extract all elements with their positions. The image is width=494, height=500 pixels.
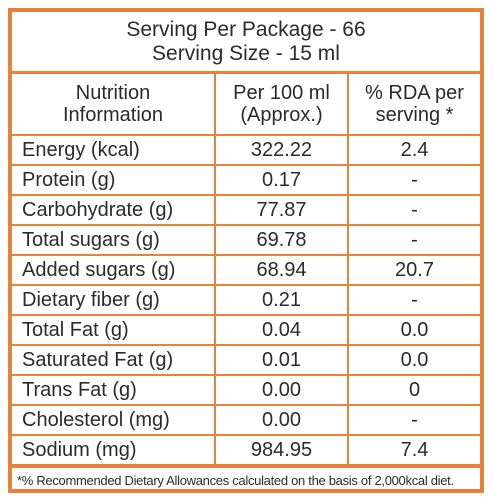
serving-info: Serving Per Package - 66 Serving Size - … (12, 12, 480, 74)
servings-per-package: Serving Per Package - 66 (126, 18, 366, 41)
nutrient-name: Energy (kcal) (12, 135, 216, 166)
table-row: Sodium (mg) 984.95 7.4 (12, 434, 480, 466)
rda-value: - (347, 164, 480, 196)
per-100ml-value: 0.04 (214, 314, 349, 346)
table-row: Carbohydrate (g) 77.87- (12, 194, 480, 226)
nutrient-name: Protein (g) (12, 164, 216, 196)
nutrition-rows: Energy (kcal) 322.22 2.4 Protein (g) 0.17- Ca… (12, 135, 480, 466)
nutrient-name: Cholesterol (mg) (12, 404, 216, 436)
header-rda: % RDA per serving * (347, 74, 480, 136)
per-100ml-value: 322.22 (214, 135, 349, 166)
table-row: Energy (kcal) 322.22 2.4 (12, 135, 480, 166)
header-per100-line2: (Approx.) (240, 104, 323, 126)
header-nutrition-information: Nutrition Information (12, 74, 216, 136)
header-rda-line2: serving * (375, 104, 454, 126)
nutrition-table: Nutrition Information Per 100 ml (Approx… (12, 74, 480, 466)
serving-size: Serving Size - 15 ml (152, 42, 340, 65)
nutrient-name: Saturated Fat (g) (12, 344, 216, 376)
nutrient-name: Trans Fat (g) (12, 374, 216, 406)
per-100ml-value: 0.00 (214, 404, 349, 436)
rda-value: - (347, 284, 480, 316)
nutrient-name: Sodium (mg) (12, 434, 216, 466)
table-row: Protein (g) 0.17- (12, 164, 480, 196)
rda-value: - (347, 404, 480, 436)
per-100ml-value: 0.01 (214, 344, 349, 376)
per-100ml-value: 77.87 (214, 194, 349, 226)
footnote: *% Recommended Dietary Allowances calcul… (12, 466, 480, 494)
table-row: Cholesterol (mg) 0.00- (12, 404, 480, 436)
rda-value: 0.0 (347, 344, 480, 376)
rda-value: 7.4 (347, 434, 480, 466)
nutrient-name: Total sugars (g) (12, 224, 216, 256)
per-100ml-value: 0.00 (214, 374, 349, 406)
table-row: Trans Fat (g) 0.00 0 (12, 374, 480, 406)
table-row: Total Fat (g) 0.04 0.0 (12, 314, 480, 346)
nutrient-name: Carbohydrate (g) (12, 194, 216, 226)
per-100ml-value: 0.21 (214, 284, 349, 316)
nutrient-name: Added sugars (g) (12, 254, 216, 286)
header-row: Nutrition Information Per 100 ml (Approx… (12, 74, 480, 136)
table-row: Total sugars (g) 69.78- (12, 224, 480, 256)
header-nutrition-line2: Information (62, 104, 164, 126)
per-100ml-value: 69.78 (214, 224, 349, 256)
header-per100-line1: Per 100 ml (233, 82, 330, 104)
nutrient-name: Dietary fiber (g) (12, 284, 216, 316)
header-per-100ml: Per 100 ml (Approx.) (214, 74, 349, 136)
per-100ml-value: 68.94 (214, 254, 349, 286)
per-100ml-value: 984.95 (214, 434, 349, 466)
rda-value: - (347, 224, 480, 256)
per-100ml-value: 0.17 (214, 164, 349, 196)
rda-value: 0.0 (347, 314, 480, 346)
table-row: Saturated Fat (g) 0.01 0.0 (12, 344, 480, 376)
header-rda-line1: % RDA per (365, 82, 464, 104)
rda-value: 0 (347, 374, 480, 406)
header-nutrition-line1: Nutrition (75, 82, 151, 104)
nutrient-name: Total Fat (g) (12, 314, 216, 346)
table-row: Dietary fiber (g) 0.21- (12, 284, 480, 316)
nutrition-label: Serving Per Package - 66 Serving Size - … (8, 8, 484, 493)
rda-value: 20.7 (347, 254, 480, 286)
rda-value: 2.4 (347, 135, 480, 166)
table-row: Added sugars (g) 68.94 20.7 (12, 254, 480, 286)
rda-value: - (347, 194, 480, 226)
